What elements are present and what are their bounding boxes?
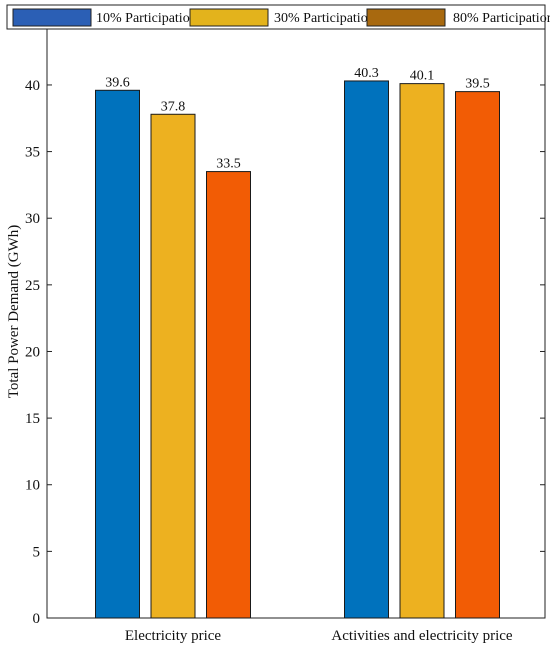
bar[interactable] xyxy=(344,80,389,619)
legend-label[interactable]: 80% Participation xyxy=(453,11,550,26)
bar[interactable] xyxy=(455,91,500,619)
data-label: 33.5 xyxy=(216,157,241,172)
y-tick-label: 35 xyxy=(25,145,40,161)
y-tick-label: 20 xyxy=(25,344,40,360)
y-tick-label: 10 xyxy=(25,478,40,494)
bar[interactable] xyxy=(95,89,140,619)
y-tick-label: 30 xyxy=(25,211,40,227)
legend-box xyxy=(6,4,546,30)
data-label: 39.6 xyxy=(105,75,130,90)
y-tick-label: 15 xyxy=(25,411,40,427)
x-tick-label: Electricity price xyxy=(125,628,222,644)
data-label: 40.1 xyxy=(410,69,435,84)
legend-swatch[interactable] xyxy=(12,8,92,27)
x-tick-label: Activities and electricity price xyxy=(331,628,513,644)
y-tick-label: 25 xyxy=(25,278,40,294)
data-label: 37.8 xyxy=(161,99,186,114)
data-label: 39.5 xyxy=(465,77,490,92)
y-tick-label: 40 xyxy=(25,78,40,94)
y-axis-label: Total Power Demand (GWh) xyxy=(6,225,22,398)
legend-label[interactable]: 30% Participation xyxy=(274,11,375,26)
legend-label[interactable]: 10% Participation xyxy=(96,11,197,26)
bar[interactable] xyxy=(399,83,445,619)
legend-swatch[interactable] xyxy=(189,8,269,27)
y-tick-label: 5 xyxy=(33,544,41,560)
bar[interactable] xyxy=(206,171,251,619)
legend-swatch[interactable] xyxy=(366,8,446,27)
data-label: 40.3 xyxy=(354,66,379,81)
bar[interactable] xyxy=(150,113,196,619)
y-tick-label: 0 xyxy=(33,611,41,627)
